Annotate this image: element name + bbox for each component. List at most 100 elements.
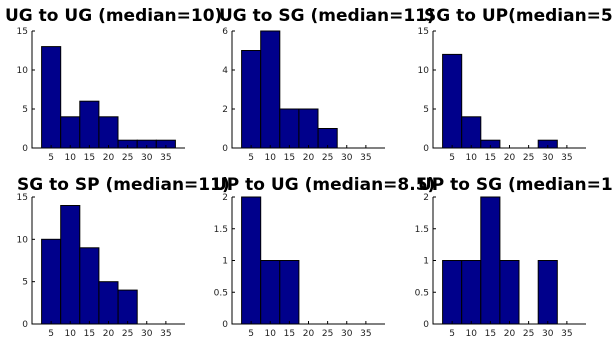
panel-title: UP to SG (median=15) [418,175,613,195]
histogram-bar [117,289,138,325]
y-tick-label: 6 [222,27,228,37]
x-tick-label: 5 [449,329,455,339]
x-tick-label: 30 [141,153,153,163]
histogram-bar [41,46,62,149]
histogram-bar [279,260,300,325]
panel-sg-to-up: SG to UP(median=5) 0 5 10 15 5 10 15 20 25 30 35 [418,6,613,163]
x-tick-label: 15 [284,329,295,339]
panel-ug-to-sg: UG to SG (median=11) 0 2 4 6 5 10 15 20 25 30 35 [219,6,435,163]
x-tick-label: 5 [449,153,455,163]
x-tick-label: 10 [265,153,277,163]
y-tick-label: 0 [22,144,28,154]
y-tick-label: 0.5 [415,288,429,298]
y-tick-label: 5 [423,105,429,115]
x-tick-label: 15 [84,153,95,163]
x-tick-label: 5 [248,153,254,163]
y-tick-label: 0 [222,320,228,330]
panel-title: SG to SP (median=11) [17,175,230,195]
x-tick-label: 15 [485,329,496,339]
x-tick-label: 20 [303,153,315,163]
x-tick-label: 20 [103,153,115,163]
histogram-bar [480,196,501,325]
x-tick-label: 15 [284,153,295,163]
histogram-bar [279,108,300,149]
panel-title: UP to UG (median=8.5) [213,175,435,195]
y-tick-label: 2 [423,193,429,203]
panel-title: UG to UG (median=10) [5,6,222,26]
x-tick-label: 35 [561,329,572,339]
x-tick-label: 25 [523,153,534,163]
x-tick-label: 35 [360,329,371,339]
x-tick-label: 20 [504,329,516,339]
x-tick-label: 25 [122,153,133,163]
y-tick-label: 1.5 [415,225,429,235]
x-tick-label: 10 [466,153,478,163]
panel-ug-to-ug: UG to UG (median=10) 0 5 10 15 5 10 15 20 25 30 35 [5,6,222,163]
histogram-bar [442,53,463,149]
histogram-bar [461,260,482,325]
y-tick-label: 1.5 [214,225,228,235]
y-tick-label: 0 [423,144,429,154]
x-tick-label: 35 [360,153,371,163]
x-tick-label: 25 [322,153,333,163]
y-tick-label: 15 [17,193,28,203]
panel-title: UG to SG (median=11) [219,6,435,26]
y-tick-label: 15 [17,27,28,37]
histogram-bar [499,260,520,325]
y-tick-label: 5 [22,105,28,115]
histogram-bar [60,116,81,149]
x-tick-label: 30 [542,329,554,339]
y-tick-label: 10 [17,66,29,76]
histogram-bar [298,108,319,149]
x-tick-label: 30 [341,153,353,163]
y-tick-label: 5 [22,278,28,288]
y-tick-label: 1 [222,257,228,267]
x-tick-label: 25 [523,329,534,339]
y-tick-label: 10 [418,66,430,76]
x-tick-label: 5 [48,329,54,339]
histogram-bar [79,100,100,149]
x-tick-label: 15 [84,329,95,339]
y-tick-label: 0 [222,144,228,154]
histogram-bar [98,281,119,325]
x-tick-label: 35 [160,329,171,339]
x-tick-label: 10 [466,329,478,339]
x-tick-label: 30 [141,329,153,339]
histogram-bar [260,30,281,149]
x-tick-label: 5 [248,329,254,339]
x-tick-label: 25 [122,329,133,339]
x-tick-label: 35 [160,153,171,163]
y-tick-label: 2 [222,193,228,203]
y-tick-label: 2 [222,105,228,115]
y-tick-label: 0 [423,320,429,330]
histogram-bar [260,260,281,325]
histogram-bar [442,260,463,325]
histogram-bar [98,116,119,149]
x-tick-label: 10 [65,329,77,339]
x-tick-label: 25 [322,329,333,339]
histogram-bar [79,247,100,325]
x-tick-label: 35 [561,153,572,163]
x-tick-label: 30 [341,329,353,339]
y-tick-label: 4 [222,66,228,76]
y-tick-label: 0.5 [214,288,228,298]
panel-up-to-ug: UP to UG (median=8.5) 00.511.525 10 15 20 25… [213,175,435,339]
y-tick-label: 1 [423,257,429,267]
x-tick-label: 10 [65,153,77,163]
x-tick-label: 15 [485,153,496,163]
histogram-bar [241,196,262,325]
histogram-bar [60,205,81,325]
panel-up-to-sg: UP to SG (median=15) 00.511.525 10 15 20 25 3… [415,175,613,339]
x-tick-label: 20 [303,329,315,339]
y-tick-label: 15 [418,27,429,37]
histogram-bar [537,260,558,325]
y-tick-label: 0 [22,320,28,330]
panel-title: SG to UP(median=5) [424,6,613,26]
histogram-bar [41,238,62,325]
y-tick-label: 10 [17,235,29,245]
x-tick-label: 10 [265,329,277,339]
x-tick-label: 20 [103,329,115,339]
histogram-bar [241,50,262,149]
